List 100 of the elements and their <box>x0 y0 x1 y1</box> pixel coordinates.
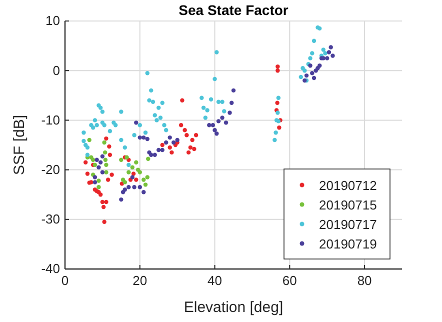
legend-label: 20190715 <box>319 198 377 212</box>
point <box>190 138 194 142</box>
point <box>131 172 136 176</box>
point <box>100 154 105 159</box>
point <box>178 123 184 128</box>
point <box>149 152 154 158</box>
point <box>132 185 136 190</box>
point <box>188 145 193 150</box>
point <box>164 140 168 145</box>
point <box>98 160 103 164</box>
y-tick-label: 10 <box>46 13 60 28</box>
point <box>87 138 92 142</box>
point <box>96 178 101 183</box>
point <box>96 185 101 190</box>
point <box>94 158 99 162</box>
point <box>102 150 108 155</box>
point <box>277 126 282 130</box>
point <box>122 180 128 184</box>
point <box>228 110 232 115</box>
point <box>104 170 108 174</box>
point <box>230 100 234 105</box>
point <box>180 98 184 102</box>
point <box>101 204 106 210</box>
point <box>130 165 135 170</box>
point <box>142 135 146 140</box>
point <box>143 182 148 187</box>
point <box>119 197 124 202</box>
point <box>224 120 228 125</box>
point <box>107 144 112 149</box>
y-tick-label: -40 <box>41 261 60 276</box>
point <box>160 148 164 152</box>
point <box>328 45 333 50</box>
point <box>134 120 138 125</box>
point <box>106 178 110 182</box>
point <box>92 175 98 180</box>
point <box>122 188 128 192</box>
point <box>168 135 172 140</box>
point <box>102 220 106 224</box>
point <box>126 185 131 190</box>
point <box>170 150 174 155</box>
point <box>326 50 332 54</box>
point <box>100 170 105 174</box>
point <box>160 142 164 148</box>
point <box>126 170 131 174</box>
x-axis-title: Elevation [deg] <box>184 299 284 316</box>
point <box>330 54 335 58</box>
x-tick-label: 80 <box>357 273 372 288</box>
point <box>104 162 108 167</box>
point <box>103 158 108 162</box>
x-tick-label: 40 <box>208 273 222 288</box>
point <box>110 172 114 177</box>
point <box>146 156 150 161</box>
point <box>231 88 236 93</box>
point <box>142 190 146 194</box>
x-tick-label: 20 <box>132 273 148 288</box>
point <box>138 170 142 174</box>
point <box>130 175 135 180</box>
point <box>145 136 150 142</box>
point <box>145 175 150 180</box>
point <box>104 136 108 141</box>
point <box>85 172 90 176</box>
legend-label: 20190719 <box>319 236 377 252</box>
point <box>138 185 142 190</box>
point <box>108 152 112 158</box>
point <box>276 68 280 73</box>
point <box>168 145 172 150</box>
point <box>325 56 330 60</box>
legend-label: 20190712 <box>319 178 377 193</box>
y-tick-label: -20 <box>41 162 60 177</box>
point <box>186 150 191 155</box>
point <box>156 148 161 152</box>
point <box>142 178 146 182</box>
point <box>192 146 196 152</box>
point <box>171 140 176 145</box>
legend-label: 20190717 <box>319 217 377 232</box>
point <box>184 132 189 138</box>
point <box>220 116 224 120</box>
y-axis-title: SSF [dB] <box>11 114 28 176</box>
point <box>104 200 108 204</box>
point <box>214 131 219 136</box>
point <box>310 70 314 76</box>
x-tick-label: 60 <box>282 273 297 288</box>
y-tick-label: -10 <box>41 112 60 128</box>
point <box>318 64 322 68</box>
point <box>207 123 212 128</box>
point <box>312 76 316 80</box>
y-tick-label: 0 <box>52 62 60 78</box>
point <box>182 128 187 132</box>
point <box>92 180 98 184</box>
point <box>102 140 106 145</box>
point <box>212 128 217 132</box>
point <box>276 64 280 69</box>
y-tick-label: -30 <box>41 212 60 227</box>
point <box>96 165 101 170</box>
point <box>175 138 180 142</box>
point <box>210 123 216 128</box>
point <box>194 132 198 138</box>
point <box>90 158 96 162</box>
point <box>216 119 221 124</box>
point <box>134 160 138 164</box>
